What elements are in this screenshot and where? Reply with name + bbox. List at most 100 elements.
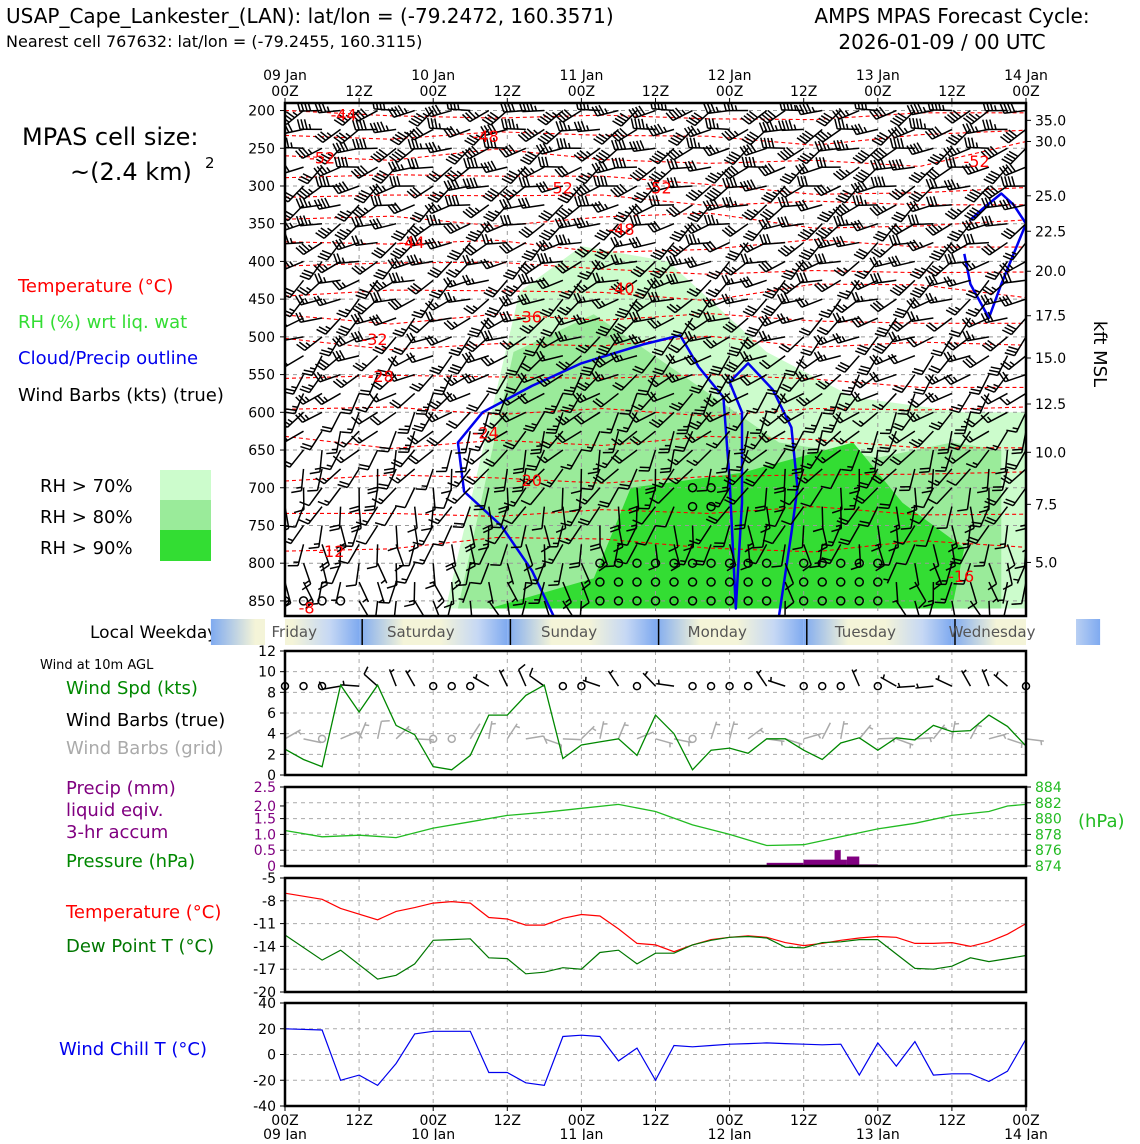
wind-barb-halfflag	[364, 208, 368, 212]
wind-barb	[466, 224, 489, 241]
wind-barb-flag	[408, 139, 411, 149]
wind-barb	[259, 275, 285, 286]
wind-barb-halfflag	[490, 359, 494, 363]
wind-barb-flag	[949, 334, 959, 337]
rh-legend-90-label: RH > 90%	[40, 538, 133, 559]
wind-barb	[852, 292, 878, 302]
wind-barb-flag	[268, 583, 278, 584]
wind-barb-flag	[538, 157, 540, 167]
wind-barb-staff	[405, 488, 414, 508]
wind-barb-halfflag	[475, 208, 479, 212]
wind-barb	[834, 216, 859, 226]
wind-barb	[429, 280, 451, 298]
wind-barb-halfflag	[810, 249, 815, 251]
wind-barb-flag	[563, 234, 567, 244]
wind-barb-flag	[915, 288, 924, 292]
wind-barb-flag	[450, 368, 460, 371]
wind-barb-halfflag	[870, 468, 875, 469]
wind-barb-flag	[875, 234, 884, 238]
wind-barb-flag	[277, 320, 284, 328]
wind-barb-flag	[379, 447, 389, 448]
wind-barb-flag	[364, 510, 374, 511]
wind-barb	[759, 163, 786, 175]
wind-barb-flag	[434, 390, 444, 392]
wind-barb-flag	[820, 157, 823, 167]
wind-barb-flag	[341, 432, 351, 433]
wind-barb-halfflag	[921, 172, 926, 175]
wind-barb-halfflag	[275, 132, 280, 135]
wind-barb-flag	[945, 254, 949, 264]
wind-barb	[983, 120, 1008, 130]
wind-barb	[426, 312, 452, 322]
wind-barb-halfflag	[381, 580, 385, 583]
wind-barb-staff	[273, 318, 285, 337]
wind-barb-flag	[395, 330, 405, 333]
wind-barb	[427, 393, 452, 408]
wind-barb-flag	[735, 525, 745, 526]
wind-barb-flag	[853, 195, 856, 205]
wind-barb	[611, 128, 637, 141]
wind-barb	[410, 375, 434, 392]
wind-barb	[667, 243, 692, 257]
wind-barb-flag	[379, 602, 389, 603]
wind-barb-flag	[451, 350, 461, 353]
wind-barb-flag	[901, 138, 904, 148]
wind-barb-flag	[267, 157, 270, 167]
wind-barb	[321, 412, 341, 432]
wind-barb	[298, 167, 322, 183]
wind-barb-halfflag	[994, 201, 996, 206]
wind-barb	[390, 393, 415, 408]
wind-barb-flag	[801, 328, 810, 332]
wind-barb-flag	[321, 350, 331, 353]
wind-barb	[592, 201, 619, 212]
wind-barb	[520, 148, 544, 164]
wind-barb-halfflag	[976, 114, 980, 117]
wind-barb-flag	[318, 502, 328, 506]
wind-barb-flag	[786, 100, 788, 110]
wind-barb-flag	[352, 218, 356, 227]
wind-barb-flag	[790, 100, 792, 110]
wind-barb-halfflag	[342, 258, 344, 263]
wind-barb-flag	[893, 314, 903, 317]
rh-legend-70-swatch	[160, 470, 211, 500]
wind-barb-halfflag	[940, 250, 945, 252]
wind-barb-halfflag	[904, 128, 907, 132]
wind-barb-halfflag	[309, 201, 311, 206]
wind-barb-flag	[449, 253, 458, 257]
wind-barb-halfflag	[879, 357, 882, 361]
wind-barb-flag	[971, 389, 981, 391]
wind-barb-flag	[798, 176, 801, 186]
wind-barb	[538, 111, 563, 125]
wind-barb-halfflag	[935, 377, 938, 381]
wind-barb	[349, 488, 359, 513]
wind-barb	[288, 544, 304, 565]
wind-barb-flag	[821, 311, 831, 314]
wind-barb-halfflag	[315, 468, 320, 469]
wind-barb-halfflag	[309, 189, 313, 193]
wind-barb-halfflag	[939, 154, 944, 157]
wind-barb-halfflag	[401, 277, 403, 282]
wind-barb	[337, 299, 360, 317]
wind-barb-flag	[310, 472, 320, 474]
wind-barb-flag	[377, 487, 387, 489]
wind-barb-halfflag	[883, 206, 887, 210]
wind-barb-flag	[315, 274, 319, 283]
wind-barb-halfflag	[438, 366, 443, 368]
wind-barb	[944, 179, 970, 190]
wind-barb-flag	[359, 465, 369, 467]
wind-barb	[302, 356, 322, 376]
wind-barb-halfflag	[475, 446, 480, 447]
wind-barb	[375, 507, 396, 526]
wind-barb-halfflag	[343, 380, 347, 383]
wind-barb-flag	[449, 196, 452, 206]
wind-barb-halfflag	[1009, 265, 1013, 269]
wind-barb-flag	[356, 295, 366, 298]
wind-barb-flag	[449, 352, 459, 355]
wind-barb	[296, 243, 322, 255]
wind-barb-flag	[783, 100, 785, 110]
wind-barb-flag	[674, 159, 677, 169]
wind-barb-flag	[466, 237, 475, 241]
wind-barb	[722, 224, 748, 237]
wind-barb-flag	[815, 254, 819, 264]
wind-barb	[318, 488, 341, 506]
